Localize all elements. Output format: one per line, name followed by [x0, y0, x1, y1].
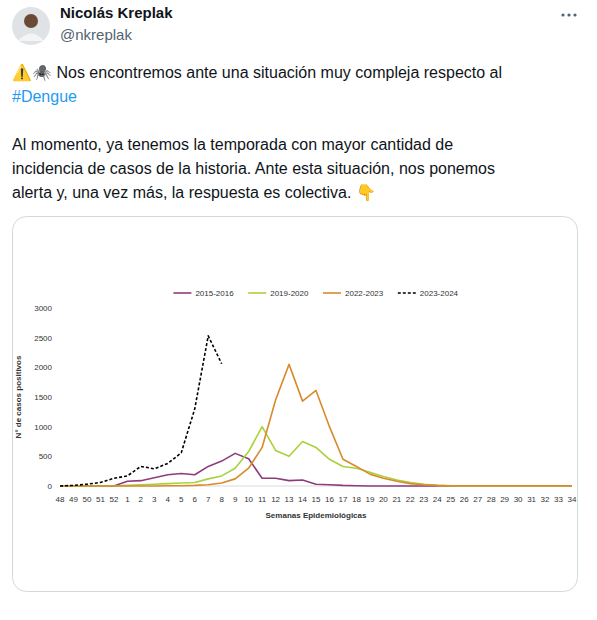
x-tick-label: 20	[379, 495, 388, 504]
x-tick-label: 27	[473, 495, 482, 504]
dot	[573, 13, 576, 16]
legend-label: 2023-2024	[420, 289, 459, 298]
x-tick-label: 13	[285, 495, 294, 504]
x-tick-label: 11	[258, 495, 267, 504]
series-line	[60, 364, 572, 486]
avatar-body	[18, 34, 44, 42]
x-tick-label: 26	[460, 495, 469, 504]
legend-swatch	[173, 292, 191, 294]
x-tick-label: 31	[527, 495, 536, 504]
x-tick-label: 21	[392, 495, 401, 504]
x-tick-label: 50	[82, 495, 91, 504]
x-tick-label: 6	[193, 495, 198, 504]
x-tick-label: 52	[109, 495, 118, 504]
x-tick-label: 51	[96, 495, 105, 504]
y-tick-label: 0	[48, 482, 53, 491]
dot	[567, 13, 570, 16]
x-tick-label: 19	[365, 495, 374, 504]
x-tick-label: 4	[166, 495, 171, 504]
x-tick-label: 16	[325, 495, 334, 504]
series-line	[60, 336, 222, 486]
y-tick-label: 2000	[34, 363, 52, 372]
y-tick-label: 1500	[34, 393, 52, 402]
legend: 2015-2016 2019-2020 2022-2023 2023-2024	[173, 289, 458, 298]
series-line	[60, 453, 572, 486]
legend-item: 2019-2020	[248, 289, 309, 298]
x-tick-label: 5	[179, 495, 184, 504]
chart[interactable]: 0500100015002000250030004849505152123456…	[12, 216, 578, 592]
x-tick-label: 28	[487, 495, 496, 504]
post-text: incidencia de casos de la historia. Ante…	[12, 157, 495, 181]
author-name[interactable]: Nicolás Kreplak	[60, 4, 173, 21]
legend-swatch	[323, 292, 341, 294]
y-tick	[57, 426, 60, 427]
x-tick-label: 24	[433, 495, 442, 504]
card-frame	[13, 217, 578, 592]
y-tick-label: 3000	[34, 304, 52, 313]
avatar-head	[24, 14, 38, 28]
y-tick	[57, 456, 60, 457]
x-tick-label: 17	[338, 495, 347, 504]
legend-label: 2019-2020	[270, 289, 309, 298]
legend-label: 2015-2016	[195, 289, 234, 298]
legend-swatch	[398, 292, 416, 294]
plot-area	[60, 336, 572, 486]
legend-item: 2023-2024	[398, 289, 459, 298]
x-tick-label: 29	[500, 495, 509, 504]
y-tick-label: 1000	[34, 423, 52, 432]
x-tick-label: 12	[271, 495, 280, 504]
x-tick-label: 30	[514, 495, 523, 504]
author-handle[interactable]: @nkreplak	[60, 26, 132, 43]
y-tick	[57, 486, 60, 487]
y-tick	[57, 367, 60, 368]
x-tick-label: 49	[69, 495, 78, 504]
x-tick-label: 10	[244, 495, 253, 504]
y-tick	[57, 337, 60, 338]
x-tick-label: 8	[219, 495, 224, 504]
legend-label: 2022-2023	[345, 289, 384, 298]
post-text: ⚠️🕷️ Nos encontremos ante una situación …	[12, 61, 502, 85]
y-tick	[57, 397, 60, 398]
x-tick-label: 23	[419, 495, 428, 504]
x-tick-label: 7	[206, 495, 211, 504]
x-tick-label: 34	[568, 495, 577, 504]
x-tick-label: 1	[125, 495, 130, 504]
x-tick-label: 22	[406, 495, 415, 504]
hashtag[interactable]: #Dengue	[12, 85, 77, 109]
y-tick-label: 500	[39, 452, 53, 461]
x-tick-label: 25	[446, 495, 455, 504]
x-tick-label: 15	[312, 495, 321, 504]
x-tick-label: 14	[298, 495, 307, 504]
x-tick-label: 48	[56, 495, 65, 504]
x-tick-label: 33	[554, 495, 563, 504]
x-axis-title: Semanas Epidemiológicas	[266, 511, 367, 520]
series-line	[60, 427, 572, 486]
x-tick-label: 2	[139, 495, 144, 504]
y-axis-title: N° de casos positivos	[14, 355, 23, 438]
post-text: Al momento, ya tenemos la temporada con …	[12, 133, 453, 157]
y-tick	[57, 308, 60, 309]
dot	[561, 13, 564, 16]
avatar-bg	[12, 7, 50, 45]
x-tick-label: 3	[152, 495, 157, 504]
y-tick-label: 2500	[34, 334, 52, 343]
x-tick-label: 9	[233, 495, 238, 504]
legend-swatch	[248, 292, 266, 294]
x-tick-label: 32	[541, 495, 550, 504]
more-button[interactable]	[559, 11, 579, 19]
avatar[interactable]	[11, 6, 51, 46]
legend-item: 2015-2016	[173, 289, 234, 298]
legend-item: 2022-2023	[323, 289, 384, 298]
x-tick-label: 18	[352, 495, 361, 504]
post-text: alerta y, una vez más, la respuesta es c…	[12, 181, 376, 205]
